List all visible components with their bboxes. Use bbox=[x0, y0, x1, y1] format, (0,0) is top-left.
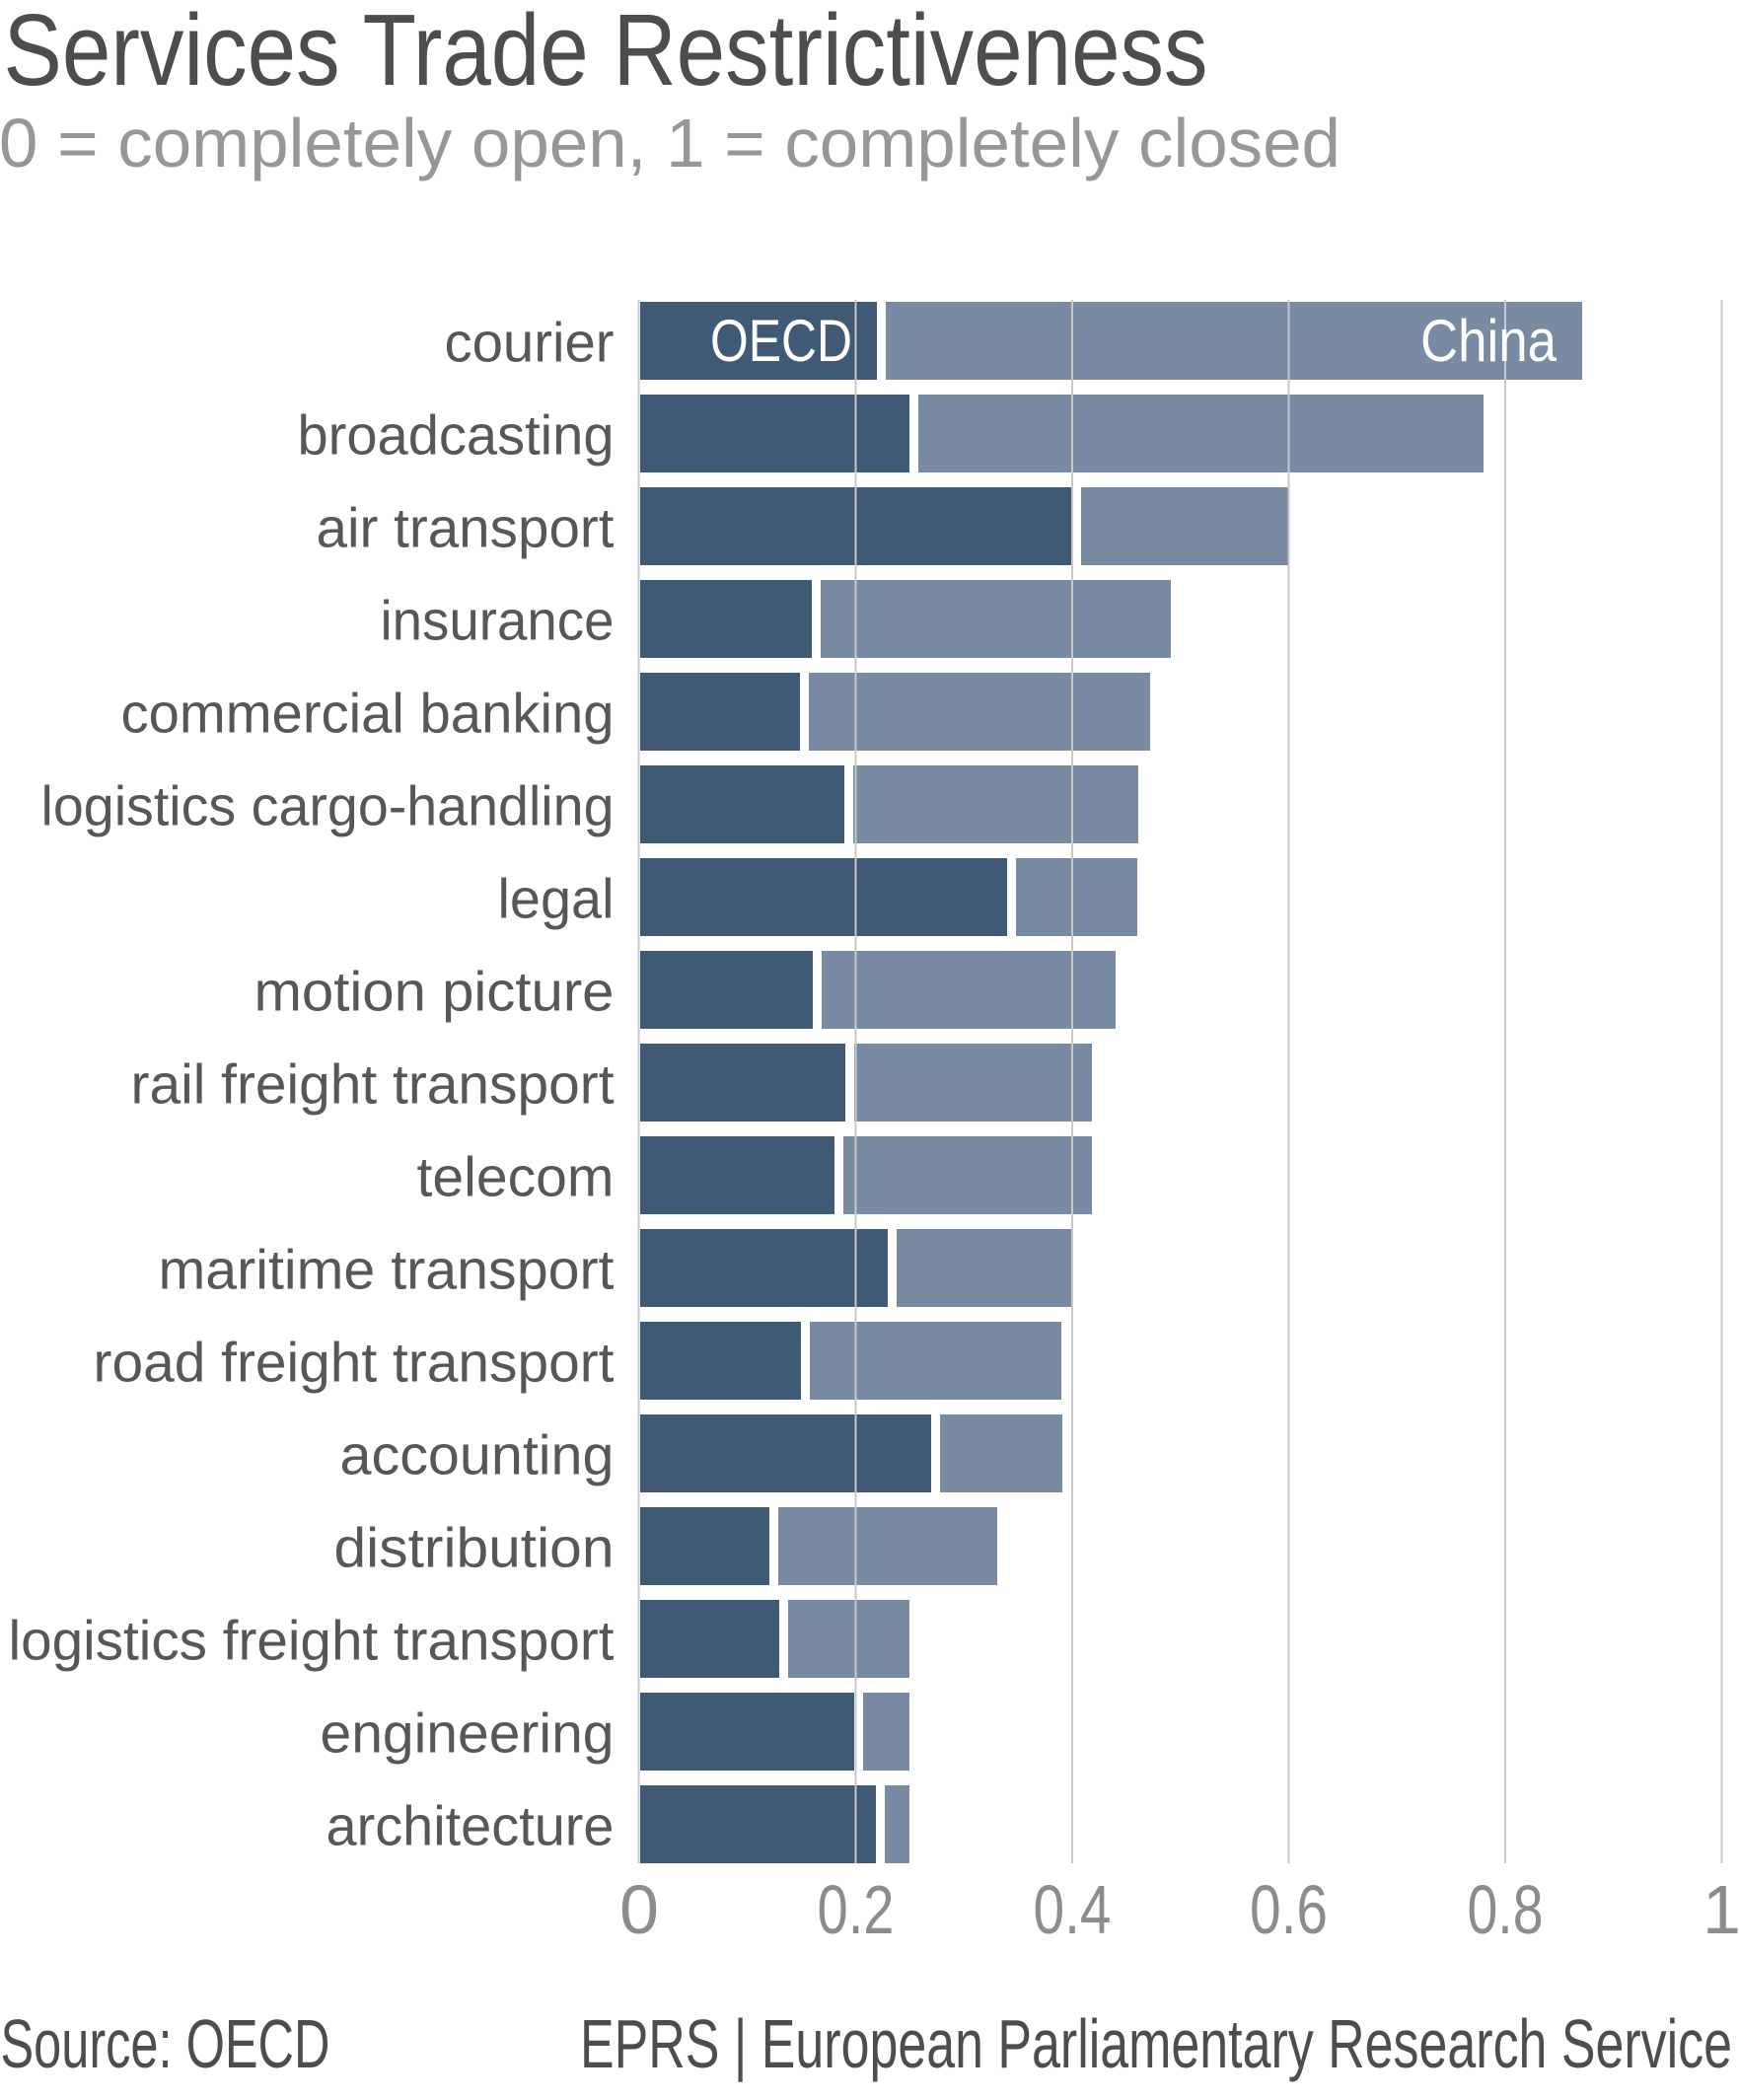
svg-text:telecom: telecom bbox=[417, 1146, 615, 1209]
svg-text:logistics cargo-handling: logistics cargo-handling bbox=[41, 775, 615, 838]
svg-text:Services Trade Restrictiveness: Services Trade Restrictiveness bbox=[4, 0, 1208, 107]
svg-text:China: China bbox=[1420, 308, 1558, 374]
svg-text:insurance: insurance bbox=[381, 590, 615, 653]
svg-text:EPRS | European Parliamentary: EPRS | European Parliamentary Research S… bbox=[580, 2005, 1732, 2082]
svg-text:1: 1 bbox=[1703, 1871, 1739, 1948]
svg-text:0.2: 0.2 bbox=[818, 1871, 895, 1948]
svg-text:courier: courier bbox=[445, 312, 615, 375]
svg-text:distribution: distribution bbox=[334, 1517, 615, 1580]
svg-text:0.6: 0.6 bbox=[1250, 1871, 1328, 1948]
svg-text:air transport: air transport bbox=[317, 497, 615, 560]
svg-text:0 = completely open, 1 = compl: 0 = completely open, 1 = completely clos… bbox=[0, 105, 1340, 181]
svg-text:motion picture: motion picture bbox=[254, 961, 615, 1024]
svg-text:maritime transport: maritime transport bbox=[159, 1239, 615, 1302]
svg-text:commercial banking: commercial banking bbox=[121, 683, 615, 746]
svg-text:road freight transport: road freight transport bbox=[94, 1332, 615, 1395]
svg-text:Source: OECD: Source: OECD bbox=[1, 2005, 330, 2082]
svg-text:accounting: accounting bbox=[340, 1424, 615, 1487]
svg-text:legal: legal bbox=[498, 868, 615, 931]
svg-text:OECD: OECD bbox=[710, 308, 852, 374]
svg-text:broadcasting: broadcasting bbox=[298, 404, 615, 468]
svg-text:0: 0 bbox=[619, 1871, 659, 1948]
svg-text:logistics freight transport: logistics freight transport bbox=[9, 1610, 615, 1673]
svg-text:0.8: 0.8 bbox=[1468, 1871, 1544, 1948]
svg-text:architecture: architecture bbox=[326, 1795, 615, 1858]
svg-text:engineering: engineering bbox=[321, 1702, 615, 1766]
svg-text:0.4: 0.4 bbox=[1034, 1871, 1112, 1948]
svg-text:rail freight transport: rail freight transport bbox=[131, 1053, 615, 1117]
